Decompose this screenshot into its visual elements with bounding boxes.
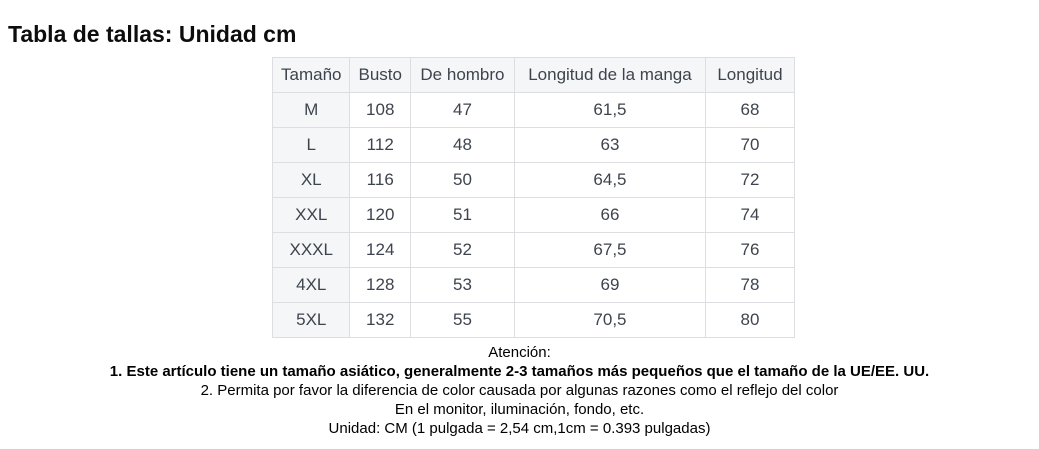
table-cell: 53 (409, 267, 515, 303)
row-header-size: XXL (271, 197, 351, 233)
note-line: En el monitor, iluminación, fondo, etc. (394, 401, 645, 418)
table-row: XXXL 124 52 67,5 76 (271, 232, 795, 268)
column-header: Busto (349, 57, 411, 93)
table-cell: 68 (704, 92, 795, 128)
row-header-size: M (271, 92, 351, 128)
column-header: De hombro (409, 57, 515, 93)
note-line: 2. Permita por favor la diferencia de co… (200, 382, 839, 399)
table-cell: 132 (349, 302, 411, 338)
table-cell: 128 (349, 267, 411, 303)
size-chart-table: Tamaño Busto De hombro Longitud de la manga… (271, 57, 795, 338)
row-header-size: 5XL (271, 302, 351, 338)
row-header-size: XL (271, 162, 351, 198)
table-cell: 74 (704, 197, 795, 233)
notes-block: Atención: 1. Este artículo tiene un tama… (0, 343, 1039, 438)
table-cell: 116 (349, 162, 411, 198)
table-cell: 120 (349, 197, 411, 233)
size-table-body: M 108 47 61,5 68 L 112 48 63 70 XL 116 50 64,5 72 XXL 12… (271, 92, 795, 338)
table-cell: 48 (409, 127, 515, 163)
table-cell: 52 (409, 232, 515, 268)
note-lines: 1. Este artículo tiene un tamaño asiátic… (0, 362, 1039, 438)
row-header-size: XXXL (271, 232, 351, 268)
size-table-header: Tamaño Busto De hombro Longitud de la manga… (271, 57, 795, 93)
table-cell: 55 (409, 302, 515, 338)
table-cell: 50 (409, 162, 515, 198)
table-row: XL 116 50 64,5 72 (271, 162, 795, 198)
table-cell: 78 (704, 267, 795, 303)
table-row: 4XL 128 53 69 78 (271, 267, 795, 303)
note-line: 1. Este artículo tiene un tamaño asiátic… (109, 363, 930, 380)
table-cell: 80 (704, 302, 795, 338)
table-cell: 63 (513, 127, 706, 163)
table-cell: 51 (409, 197, 515, 233)
table-cell: 70 (704, 127, 795, 163)
table-cell: 64,5 (513, 162, 706, 198)
attention-label: Atención: (488, 344, 551, 361)
table-cell: 76 (704, 232, 795, 268)
row-header-size: L (271, 127, 351, 163)
table-row: XXL 120 51 66 74 (271, 197, 795, 233)
table-cell: 47 (409, 92, 515, 128)
column-header: Tamaño (271, 57, 351, 93)
table-cell: 69 (513, 267, 706, 303)
row-header-size: 4XL (271, 267, 351, 303)
header-row: Tamaño Busto De hombro Longitud de la manga… (271, 57, 795, 93)
column-header: Longitud de la manga (513, 57, 706, 93)
table-cell: 72 (704, 162, 795, 198)
table-cell: 124 (349, 232, 411, 268)
table-cell: 67,5 (513, 232, 706, 268)
table-cell: 61,5 (513, 92, 706, 128)
table-row: M 108 47 61,5 68 (271, 92, 795, 128)
column-header: Longitud (704, 57, 795, 93)
table-cell: 112 (349, 127, 411, 163)
page-title: Tabla de tallas: Unidad cm (8, 21, 297, 48)
note-line: Unidad: CM (1 pulgada = 2,54 cm,1cm = 0.… (328, 420, 711, 437)
table-cell: 66 (513, 197, 706, 233)
table-cell: 108 (349, 92, 411, 128)
table-row: 5XL 132 55 70,5 80 (271, 302, 795, 338)
table-cell: 70,5 (513, 302, 706, 338)
table-row: L 112 48 63 70 (271, 127, 795, 163)
